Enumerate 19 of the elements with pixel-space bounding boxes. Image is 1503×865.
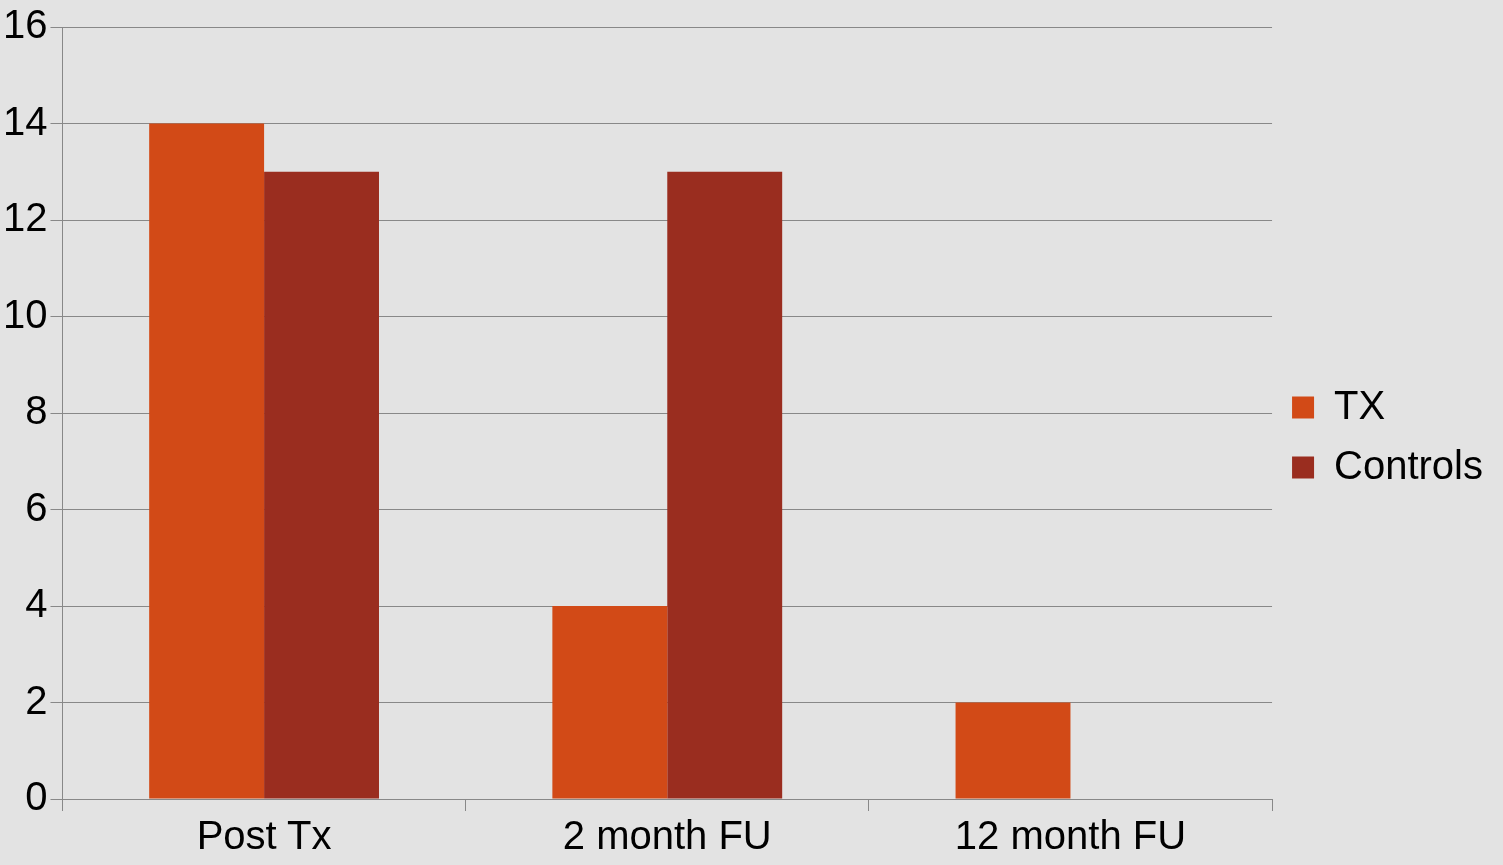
- legend-label: Controls: [1334, 442, 1484, 487]
- legend-label: TX: [1334, 382, 1386, 427]
- bar: [955, 702, 1071, 799]
- y-tick-label: 6: [25, 484, 48, 529]
- y-tick-label: 4: [25, 581, 48, 626]
- x-tick-label: 2 month FU: [562, 813, 772, 858]
- y-tick-label: 8: [25, 388, 48, 433]
- bar: [264, 171, 379, 799]
- y-tick-label: 2: [25, 677, 48, 722]
- x-tick-label: Post Tx: [196, 813, 332, 858]
- y-tick-label: 14: [2, 98, 48, 143]
- x-tick-label: 12 month FU: [954, 813, 1187, 858]
- y-tick-label: 10: [2, 291, 48, 336]
- y-tick-label: 12: [2, 195, 48, 240]
- bar: [667, 171, 783, 799]
- y-tick-label: 0: [25, 774, 48, 819]
- bar: [552, 606, 668, 799]
- y-tick-label: 16: [2, 2, 48, 47]
- bar: [149, 123, 265, 799]
